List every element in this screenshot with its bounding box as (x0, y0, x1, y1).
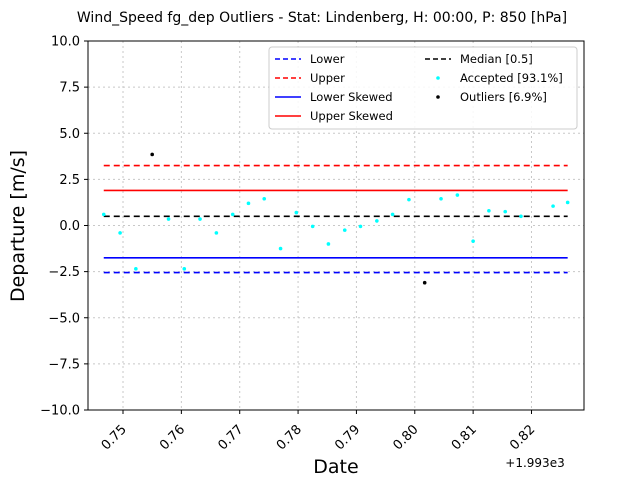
accepted-point (230, 212, 235, 217)
accepted-point (487, 208, 491, 213)
accepted-point (246, 201, 251, 206)
accepted-point (342, 228, 347, 232)
accepted-point (214, 231, 219, 235)
accepted-point (326, 242, 331, 246)
accepted-point (358, 224, 363, 229)
legend-swatch-outliers (436, 95, 440, 99)
legend-swatch-accepted (436, 76, 440, 80)
x-offset-label: +1.993e3 (505, 456, 564, 470)
y-tick-label: 2.5 (59, 173, 80, 188)
chart-title: Wind_Speed fg_dep Outliers - Stat: Linde… (77, 10, 567, 26)
legend-label-upper-skewed: Upper Skewed (310, 109, 393, 123)
y-axis-label: Departure [m/s] (7, 150, 29, 302)
legend-label-lower-skewed: Lower Skewed (310, 90, 393, 104)
y-tick-label: 0.0 (59, 219, 80, 234)
accepted-point (471, 239, 475, 243)
accepted-point (503, 209, 508, 214)
y-tick-label: −7.5 (48, 357, 80, 372)
accepted-point (310, 224, 315, 229)
y-tick-label: −10.0 (40, 404, 80, 419)
accepted-point (519, 214, 523, 219)
accepted-point (439, 196, 443, 201)
outlier-point (150, 152, 154, 157)
accepted-point (101, 212, 106, 217)
accepted-point (294, 210, 299, 215)
outlier-point (422, 280, 427, 285)
legend-label-outliers: Outliers [6.9%] (460, 90, 547, 104)
y-tick-label: 10.0 (51, 35, 80, 50)
legend-label-accepted: Accepted [93.1%] (460, 71, 563, 85)
accepted-point (134, 267, 138, 271)
y-tick-label: 7.5 (59, 81, 80, 96)
accepted-point (551, 204, 555, 208)
legend-box (268, 46, 578, 130)
accepted-point (390, 212, 395, 217)
accepted-point (278, 246, 283, 251)
reference-lines (103, 164, 568, 274)
y-tick-label: −2.5 (48, 265, 80, 280)
y-tick-label: −5.0 (48, 311, 80, 326)
accepted-point (166, 217, 171, 221)
legend-label-upper: Upper (310, 71, 345, 85)
accepted-point (182, 267, 187, 271)
legend-label-median: Median [0.5] (460, 52, 533, 66)
accepted-point (565, 200, 570, 205)
legend-label-lower: Lower (310, 52, 345, 66)
accepted-point (262, 196, 267, 201)
y-axis-ticks: 10.0 7.5 5.0 2.5 0.0 −2.5 −5.0 −7.5 −10.0 (40, 35, 88, 419)
accepted-point (407, 197, 411, 202)
legend: Lower Upper Lower Skewed Upper Skewed Me… (268, 46, 578, 130)
accepted-point (118, 231, 122, 235)
y-tick-label: 5.0 (59, 127, 80, 142)
accepted-point (375, 219, 379, 223)
x-axis-label: Date (313, 456, 358, 478)
accepted-point (455, 193, 460, 197)
accepted-point (198, 217, 202, 221)
data-points (101, 152, 570, 285)
